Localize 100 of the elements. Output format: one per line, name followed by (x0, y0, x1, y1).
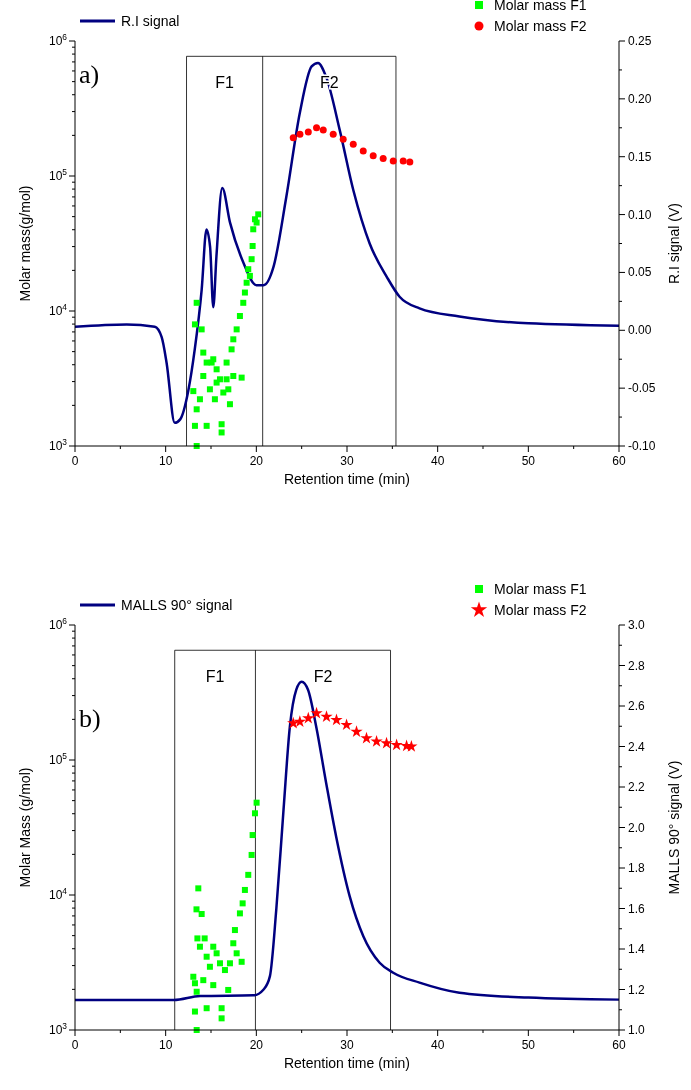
y2-tick-label: 2.8 (628, 658, 646, 673)
x-tick-label: 50 (521, 1038, 536, 1052)
point (228, 346, 235, 353)
y2-tick-label: 0.15 (628, 149, 652, 164)
y-axis-title: Molar Mass (g/mol) (17, 767, 33, 888)
y-tick-label: 10$^{4}$ (48, 886, 68, 902)
y2-tick-label: 1.0 (628, 1023, 646, 1037)
point (213, 366, 220, 373)
point (246, 272, 253, 279)
point (319, 126, 327, 134)
y2-tick-label: 2.4 (628, 739, 646, 754)
point (389, 157, 397, 165)
point (302, 711, 315, 724)
point (196, 396, 203, 403)
point (249, 243, 256, 250)
point (313, 124, 321, 132)
point (236, 910, 243, 917)
point (190, 388, 197, 395)
y2-tick-label: 2.0 (628, 820, 646, 835)
point (191, 980, 198, 987)
point (196, 943, 203, 950)
x-tick-label: 0 (71, 454, 79, 468)
point (203, 1005, 210, 1012)
legend-label: Molar mass F1 (494, 581, 587, 597)
point (210, 982, 217, 989)
x-tick-label: 20 (249, 1038, 264, 1052)
point (206, 386, 213, 393)
point (231, 927, 238, 934)
point (379, 154, 387, 162)
annotation: a) (79, 60, 100, 89)
y-tick-label: 10$^{6}$ (48, 32, 68, 48)
x-tick-label: 40 (430, 454, 445, 468)
point (195, 885, 202, 892)
line-series (73, 61, 621, 425)
y2-tick-label: 0.00 (628, 323, 652, 338)
y-tick-label: 10$^{6}$ (48, 616, 68, 632)
line-series (73, 680, 621, 1002)
point (226, 960, 233, 967)
y-tick-label: 10$^{5}$ (48, 751, 68, 767)
point (399, 157, 407, 165)
annotation: F2 (313, 668, 333, 686)
point (203, 953, 210, 960)
x-tick-label: 40 (430, 1038, 445, 1052)
point (198, 911, 205, 918)
point (233, 326, 240, 333)
point (191, 1008, 198, 1015)
point (198, 326, 205, 333)
point (406, 158, 414, 166)
point (194, 935, 201, 942)
point (245, 266, 252, 273)
y2-tick-label: 1.2 (628, 982, 646, 997)
point (245, 871, 252, 878)
point (350, 725, 363, 737)
point (239, 900, 246, 907)
point (339, 135, 347, 143)
point (200, 349, 207, 356)
point (211, 396, 218, 403)
y-tick-label: 10$^{3}$ (48, 1021, 68, 1037)
x-tick-label: 60 (612, 1038, 626, 1052)
point (225, 386, 232, 393)
point (218, 1005, 225, 1012)
point (255, 211, 262, 218)
y2-tick-label: 3.0 (628, 618, 646, 632)
legend-label: Molar mass F1 (494, 0, 587, 13)
y2-axis-title: R.I signal (V) (666, 203, 682, 284)
y2-tick-label: 2.6 (628, 699, 646, 713)
point (226, 401, 233, 408)
x-tick-label: 50 (521, 454, 536, 468)
y-tick-label: 10$^{3}$ (48, 437, 68, 453)
point (238, 374, 245, 381)
point (193, 906, 200, 913)
point (230, 940, 237, 947)
legend-label: Molar mass F2 (494, 602, 587, 618)
point (329, 130, 337, 138)
point (304, 128, 312, 136)
point (250, 226, 257, 233)
point (223, 359, 230, 366)
point (360, 731, 373, 744)
point (218, 429, 225, 436)
point (230, 373, 237, 379)
point (193, 988, 200, 995)
point (218, 1015, 225, 1022)
point (241, 886, 248, 893)
legend-label: R.I signal (121, 13, 180, 29)
x-tick-label: 60 (612, 454, 626, 468)
point (253, 799, 260, 806)
point (349, 140, 357, 148)
x-axis-title: Retention time (min) (283, 471, 411, 487)
point (320, 710, 333, 722)
point (380, 736, 393, 749)
annotation: b) (79, 704, 101, 733)
point (203, 422, 210, 429)
point (241, 289, 248, 296)
point (230, 336, 237, 343)
y2-axis-title: MALLS 90° signal (V) (666, 760, 682, 895)
point (248, 256, 255, 263)
legend-label: MALLS 90° signal (121, 597, 233, 613)
point (218, 421, 225, 428)
y2-tick-label: 0.05 (628, 265, 652, 280)
x-tick-label: 10 (158, 1038, 173, 1052)
